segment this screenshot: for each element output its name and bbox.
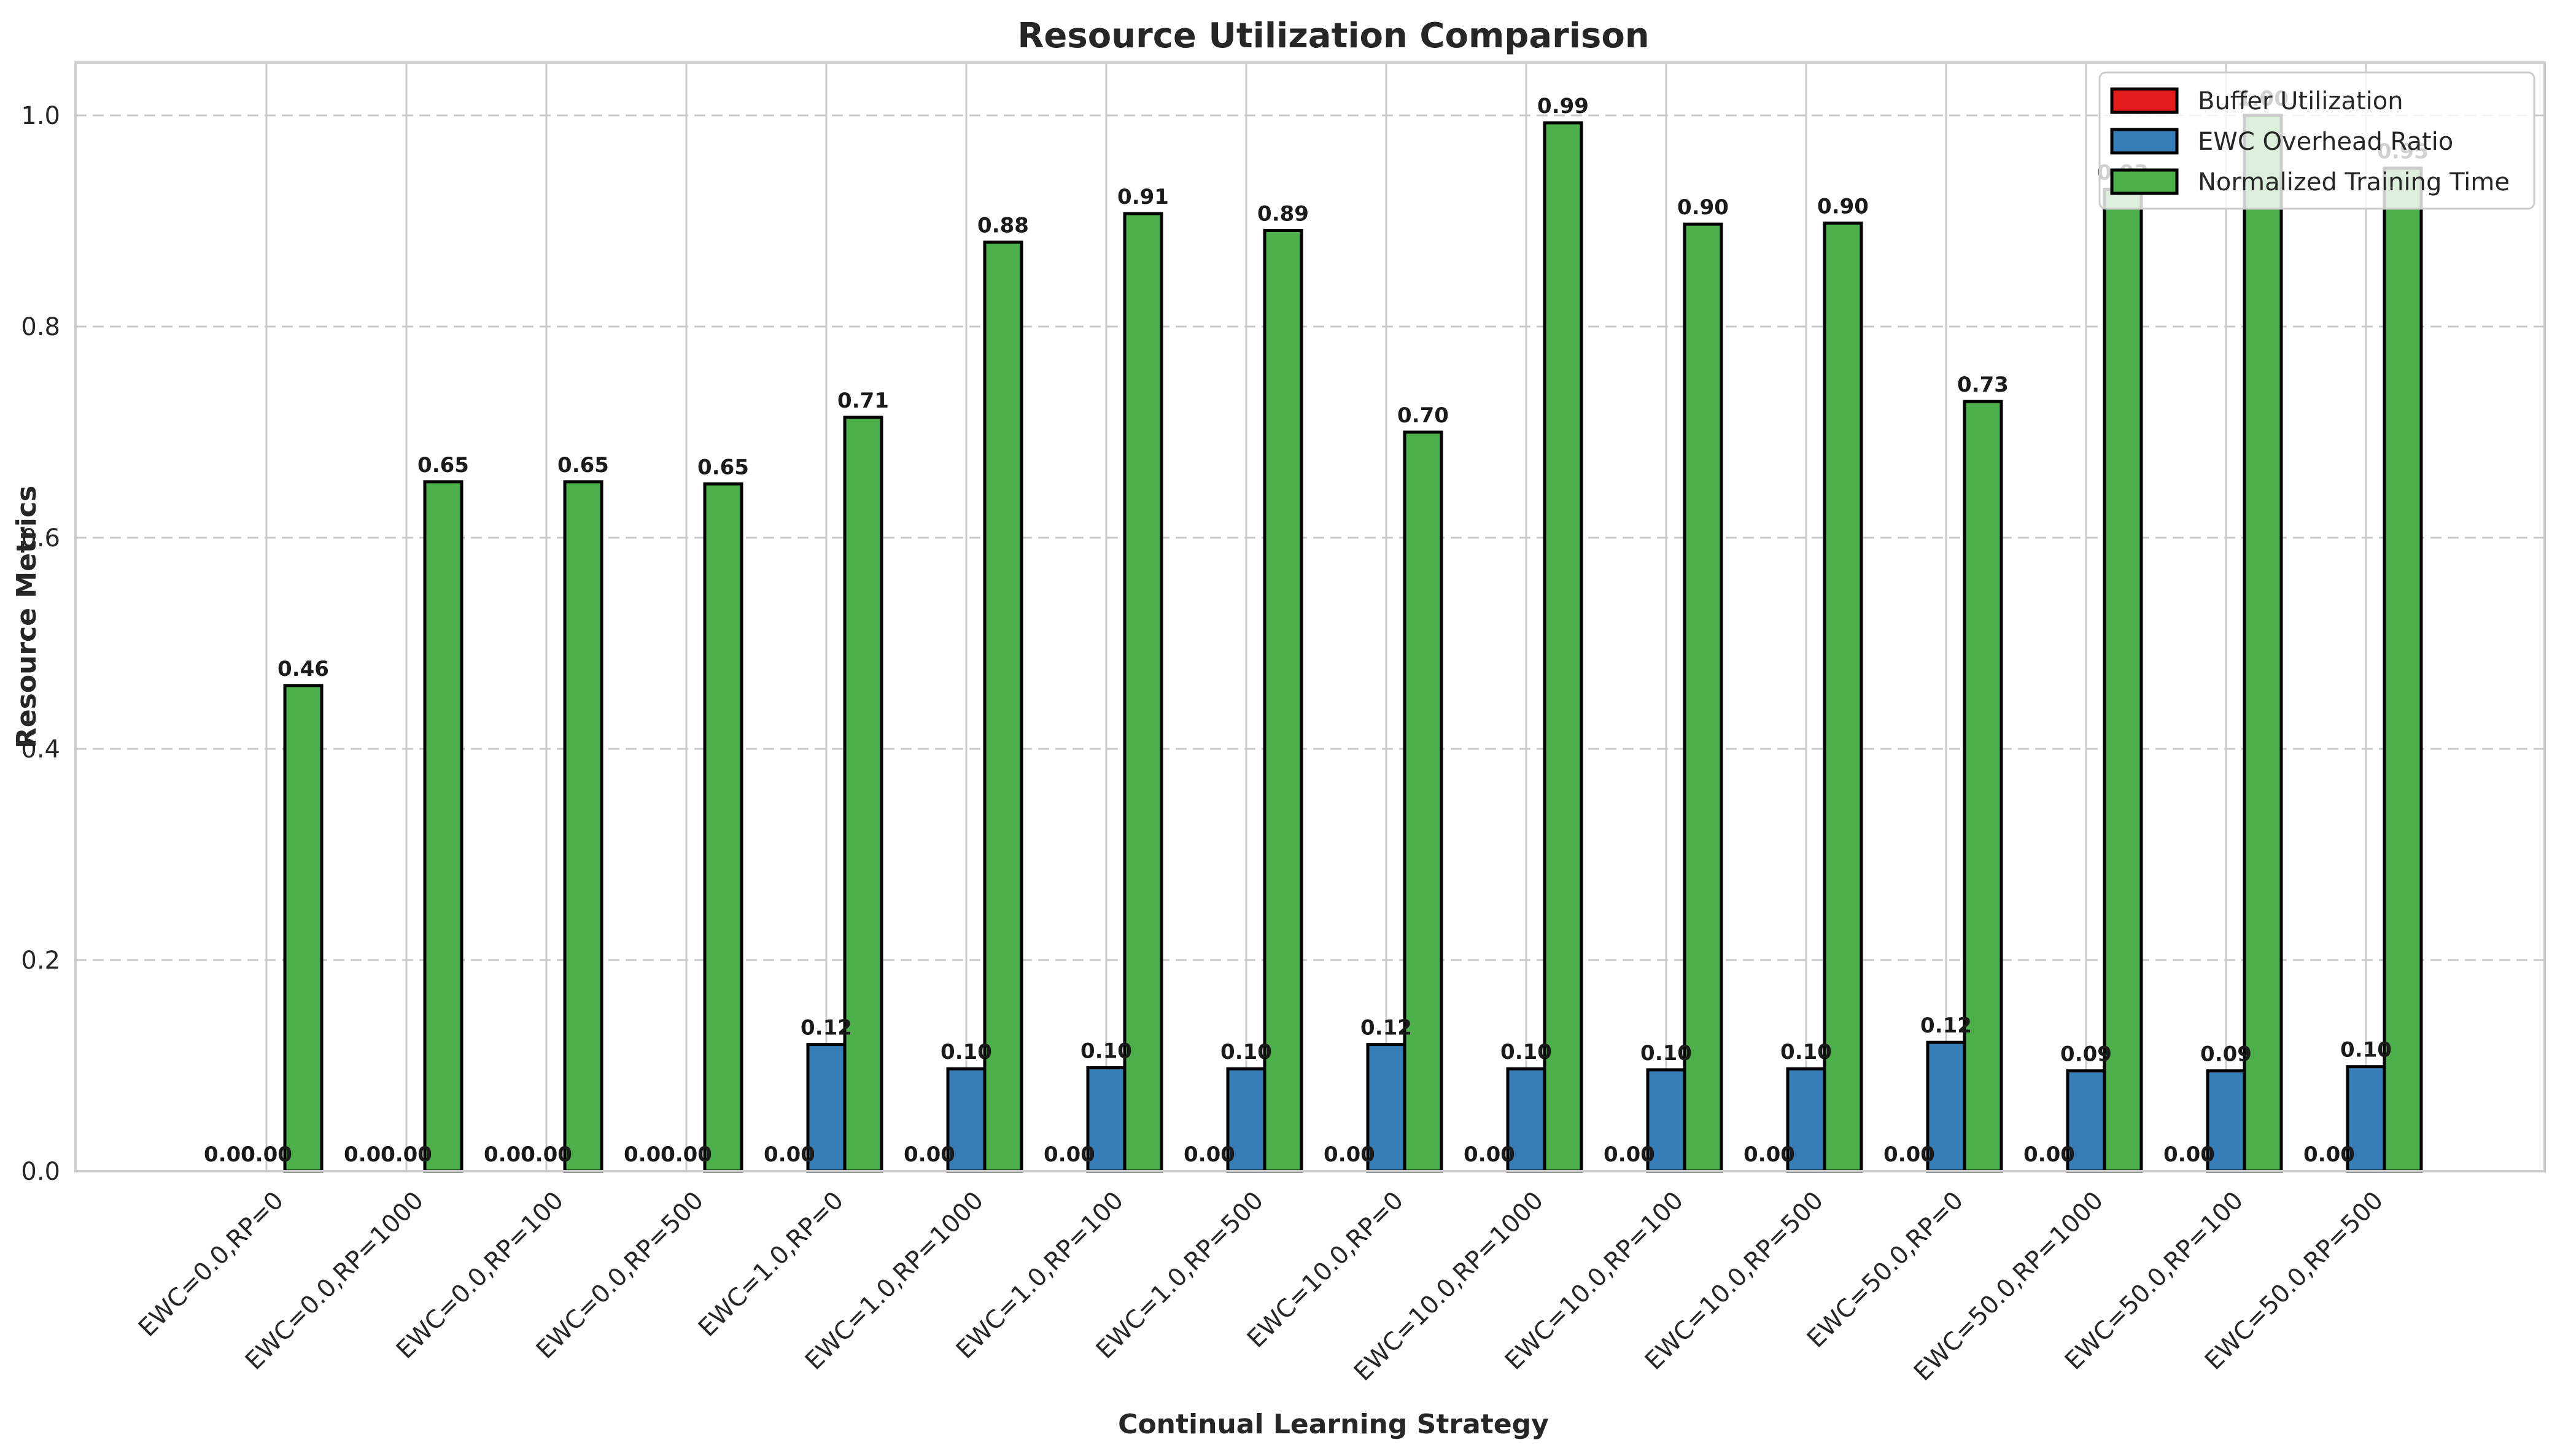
bar-value-label: 0.00 xyxy=(2023,1142,2075,1167)
y-tick-label: 0.2 xyxy=(21,947,60,975)
bar-value-label: 0.10 xyxy=(941,1040,992,1064)
y-axis-ticks: 0.0 0.2 0.4 0.6 0.8 1.0 xyxy=(21,102,60,1186)
bar-value-label: 0.00 xyxy=(204,1142,255,1167)
x-axis-label: Continual Learning Strategy xyxy=(1118,1409,1549,1440)
x-tick-label: EWC=10.0,RP=0 xyxy=(1242,1187,1409,1353)
bar-value-label: 0.46 xyxy=(277,657,329,681)
legend-swatch xyxy=(2110,128,2179,155)
x-tick-label: EWC=1.0,RP=0 xyxy=(693,1187,849,1342)
grid-layer xyxy=(76,63,2545,1172)
bar-ewc-overhead-ratio xyxy=(1926,1040,1966,1173)
bar-value-label: 0.12 xyxy=(801,1016,852,1040)
chart-title: Resource Utilization Comparison xyxy=(1017,16,1649,56)
bar-ewc-overhead-ratio xyxy=(2206,1069,2246,1173)
bar-value-label: 0.00 xyxy=(1044,1142,1095,1167)
bar-value-label: 0.00 xyxy=(241,1142,292,1167)
bar-value-label: 0.00 xyxy=(2163,1142,2215,1167)
bar-normalized-training-time xyxy=(1543,121,1583,1173)
bar-value-label: 0.00 xyxy=(1883,1142,1935,1167)
bar-value-label: 0.00 xyxy=(1324,1142,1375,1167)
bar-value-label: 0.70 xyxy=(1397,403,1449,428)
bar-value-label: 0.00 xyxy=(764,1142,815,1167)
bar-value-label: 0.09 xyxy=(2060,1042,2112,1067)
bar-value-label: 0.00 xyxy=(381,1142,432,1167)
bar-normalized-training-time xyxy=(1263,228,1303,1173)
legend-swatch xyxy=(2110,87,2179,114)
legend-label: Normalized Training Time xyxy=(2198,168,2510,196)
bar-normalized-training-time xyxy=(1123,212,1163,1173)
bar-value-label: 0.73 xyxy=(1957,373,2009,397)
bar-normalized-training-time xyxy=(843,416,883,1173)
bar-value-label: 0.10 xyxy=(1780,1040,1832,1064)
legend-box xyxy=(2098,71,2535,210)
bar-normalized-training-time xyxy=(703,482,743,1173)
bar-value-label: 0.10 xyxy=(2340,1038,2392,1063)
bar-value-label: 0.00 xyxy=(661,1142,712,1167)
bar-value-label: 0.65 xyxy=(557,453,609,478)
bar-value-label: 0.71 xyxy=(837,389,889,413)
y-tick-label: 0.4 xyxy=(21,735,60,764)
bar-normalized-training-time xyxy=(423,480,464,1173)
bar-value-label: 0.12 xyxy=(1920,1013,1972,1038)
bar-value-label: 0.00 xyxy=(1744,1142,1795,1167)
x-tick-label: EWC=0.0,RP=0 xyxy=(133,1187,289,1342)
bar-ewc-overhead-ratio xyxy=(2346,1065,2386,1173)
bar-value-label: 0.00 xyxy=(521,1142,572,1167)
legend-label: EWC Overhead Ratio xyxy=(2198,128,2453,156)
bar-normalized-training-time xyxy=(283,684,324,1173)
x-tick-label: EWC=50.0,RP=0 xyxy=(1802,1187,1969,1353)
legend-swatch xyxy=(2110,168,2179,195)
bar-value-label: 0.00 xyxy=(1604,1142,1655,1167)
bar-normalized-training-time xyxy=(2383,166,2423,1173)
bar-value-label: 0.00 xyxy=(1184,1142,1235,1167)
legend-label: Buffer Utilization xyxy=(2198,87,2403,115)
bar-value-label: 0.12 xyxy=(1360,1016,1412,1040)
bar-value-label: 0.00 xyxy=(2303,1142,2355,1167)
bar-value-label: 0.99 xyxy=(1537,94,1589,118)
x-axis-ticks: EWC=0.0,RP=0EWC=0.0,RP=1000EWC=0.0,RP=10… xyxy=(133,1187,2389,1387)
y-tick-label: 0.0 xyxy=(21,1158,60,1186)
bar-normalized-training-time xyxy=(1823,221,1863,1173)
bar-value-label: 0.10 xyxy=(1500,1040,1552,1064)
bar-normalized-training-time xyxy=(983,240,1023,1173)
bar-value-label: 0.65 xyxy=(417,453,469,478)
bar-value-label: 0.00 xyxy=(1464,1142,1515,1167)
bar-value-label: 0.00 xyxy=(484,1142,535,1167)
bar-value-label: 0.89 xyxy=(1257,201,1309,226)
bar-value-label: 0.09 xyxy=(2200,1042,2252,1067)
y-tick-label: 1.0 xyxy=(21,102,60,130)
y-axis-label: Resource Metrics xyxy=(11,486,42,748)
bar-value-label: 0.65 xyxy=(697,455,749,479)
y-tick-label: 0.8 xyxy=(21,313,60,341)
bar-value-label: 0.10 xyxy=(1220,1040,1272,1064)
bar-normalized-training-time xyxy=(563,480,603,1173)
bar-normalized-training-time xyxy=(1403,430,1443,1173)
bars-layer xyxy=(283,114,2423,1173)
bar-ewc-overhead-ratio xyxy=(1366,1043,1406,1173)
bar-value-label: 0.10 xyxy=(1080,1039,1132,1063)
bar-value-label: 0.00 xyxy=(904,1142,955,1167)
bar-value-label: 0.10 xyxy=(1640,1041,1692,1066)
bar-normalized-training-time xyxy=(2243,114,2283,1173)
bar-value-label: 0.90 xyxy=(1817,194,1869,219)
plot-frame xyxy=(74,61,2546,1172)
bar-normalized-training-time xyxy=(1683,222,1723,1173)
bar-normalized-training-time xyxy=(1963,400,2003,1173)
y-tick-label: 0.6 xyxy=(21,524,60,552)
bar-value-label: 0.90 xyxy=(1677,195,1729,220)
bar-value-label: 0.00 xyxy=(344,1142,395,1167)
bar-ewc-overhead-ratio xyxy=(1646,1068,1686,1173)
bar-value-label: 0.91 xyxy=(1117,185,1169,209)
legend: Buffer Utilization EWC Overhead Ratio Norm… xyxy=(2098,71,2535,210)
bar-value-label: 0.00 xyxy=(624,1142,675,1167)
bar-normalized-training-time xyxy=(2103,187,2143,1173)
bar-value-label: 0.88 xyxy=(977,213,1029,238)
value-labels-layer: 0.00 0.00 0.00 0.00 0.00 0.00 0.00 0.00 0.00 0.00… xyxy=(204,87,2429,1167)
